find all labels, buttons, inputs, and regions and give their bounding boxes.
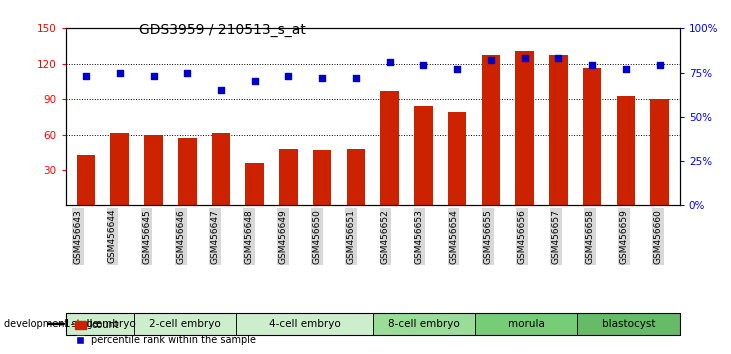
- Text: GSM456644: GSM456644: [108, 209, 117, 263]
- Bar: [77, 155, 95, 205]
- Point: [148, 73, 159, 79]
- Point: [553, 56, 564, 61]
- Point: [417, 63, 429, 68]
- Point: [317, 75, 328, 81]
- Text: GSM456646: GSM456646: [176, 209, 185, 264]
- Text: 4-cell embryo: 4-cell embryo: [269, 319, 341, 329]
- Point: [620, 66, 632, 72]
- Bar: [482, 56, 500, 205]
- Text: GSM456653: GSM456653: [415, 209, 424, 264]
- Point: [350, 75, 362, 81]
- Point: [215, 87, 227, 93]
- Text: GSM456648: GSM456648: [244, 209, 254, 264]
- Text: GSM456651: GSM456651: [346, 209, 356, 264]
- Text: GSM456655: GSM456655: [483, 209, 492, 264]
- Bar: [279, 149, 298, 205]
- Text: development stage: development stage: [4, 319, 98, 329]
- Point: [114, 70, 126, 75]
- Text: blastocyst: blastocyst: [602, 319, 656, 329]
- Point: [283, 73, 295, 79]
- Bar: [414, 106, 433, 205]
- Text: GSM456654: GSM456654: [449, 209, 458, 264]
- Text: GSM456647: GSM456647: [211, 209, 219, 264]
- Bar: [549, 56, 568, 205]
- Text: 1-cell embryo: 1-cell embryo: [64, 319, 136, 329]
- Text: GSM456652: GSM456652: [381, 209, 390, 264]
- Text: GDS3959 / 210513_s_at: GDS3959 / 210513_s_at: [139, 23, 306, 37]
- Text: GSM456659: GSM456659: [620, 209, 629, 264]
- Point: [451, 66, 463, 72]
- Text: GSM456658: GSM456658: [586, 209, 594, 264]
- Bar: [380, 91, 399, 205]
- Text: morula: morula: [508, 319, 545, 329]
- Point: [80, 73, 92, 79]
- Text: GSM456660: GSM456660: [654, 209, 663, 264]
- Point: [586, 63, 598, 68]
- Bar: [346, 149, 366, 205]
- Bar: [448, 112, 466, 205]
- Point: [249, 79, 260, 84]
- Point: [181, 70, 193, 75]
- Bar: [144, 135, 163, 205]
- Point: [485, 57, 497, 63]
- Bar: [246, 163, 264, 205]
- Point: [654, 63, 665, 68]
- Bar: [212, 133, 230, 205]
- Bar: [178, 138, 197, 205]
- Text: 2-cell embryo: 2-cell embryo: [149, 319, 221, 329]
- Point: [519, 56, 531, 61]
- Text: GSM456650: GSM456650: [313, 209, 322, 264]
- Legend: count, percentile rank within the sample: count, percentile rank within the sample: [71, 316, 260, 349]
- Text: GSM456656: GSM456656: [518, 209, 526, 264]
- Text: GSM456645: GSM456645: [142, 209, 151, 264]
- Bar: [110, 133, 129, 205]
- Bar: [515, 51, 534, 205]
- Point: [384, 59, 395, 65]
- Text: GSM456657: GSM456657: [551, 209, 561, 264]
- Bar: [616, 96, 635, 205]
- Bar: [583, 68, 602, 205]
- Bar: [313, 150, 331, 205]
- Bar: [651, 99, 669, 205]
- Text: 8-cell embryo: 8-cell embryo: [388, 319, 460, 329]
- Text: GSM456649: GSM456649: [279, 209, 287, 264]
- Text: GSM456643: GSM456643: [74, 209, 83, 264]
